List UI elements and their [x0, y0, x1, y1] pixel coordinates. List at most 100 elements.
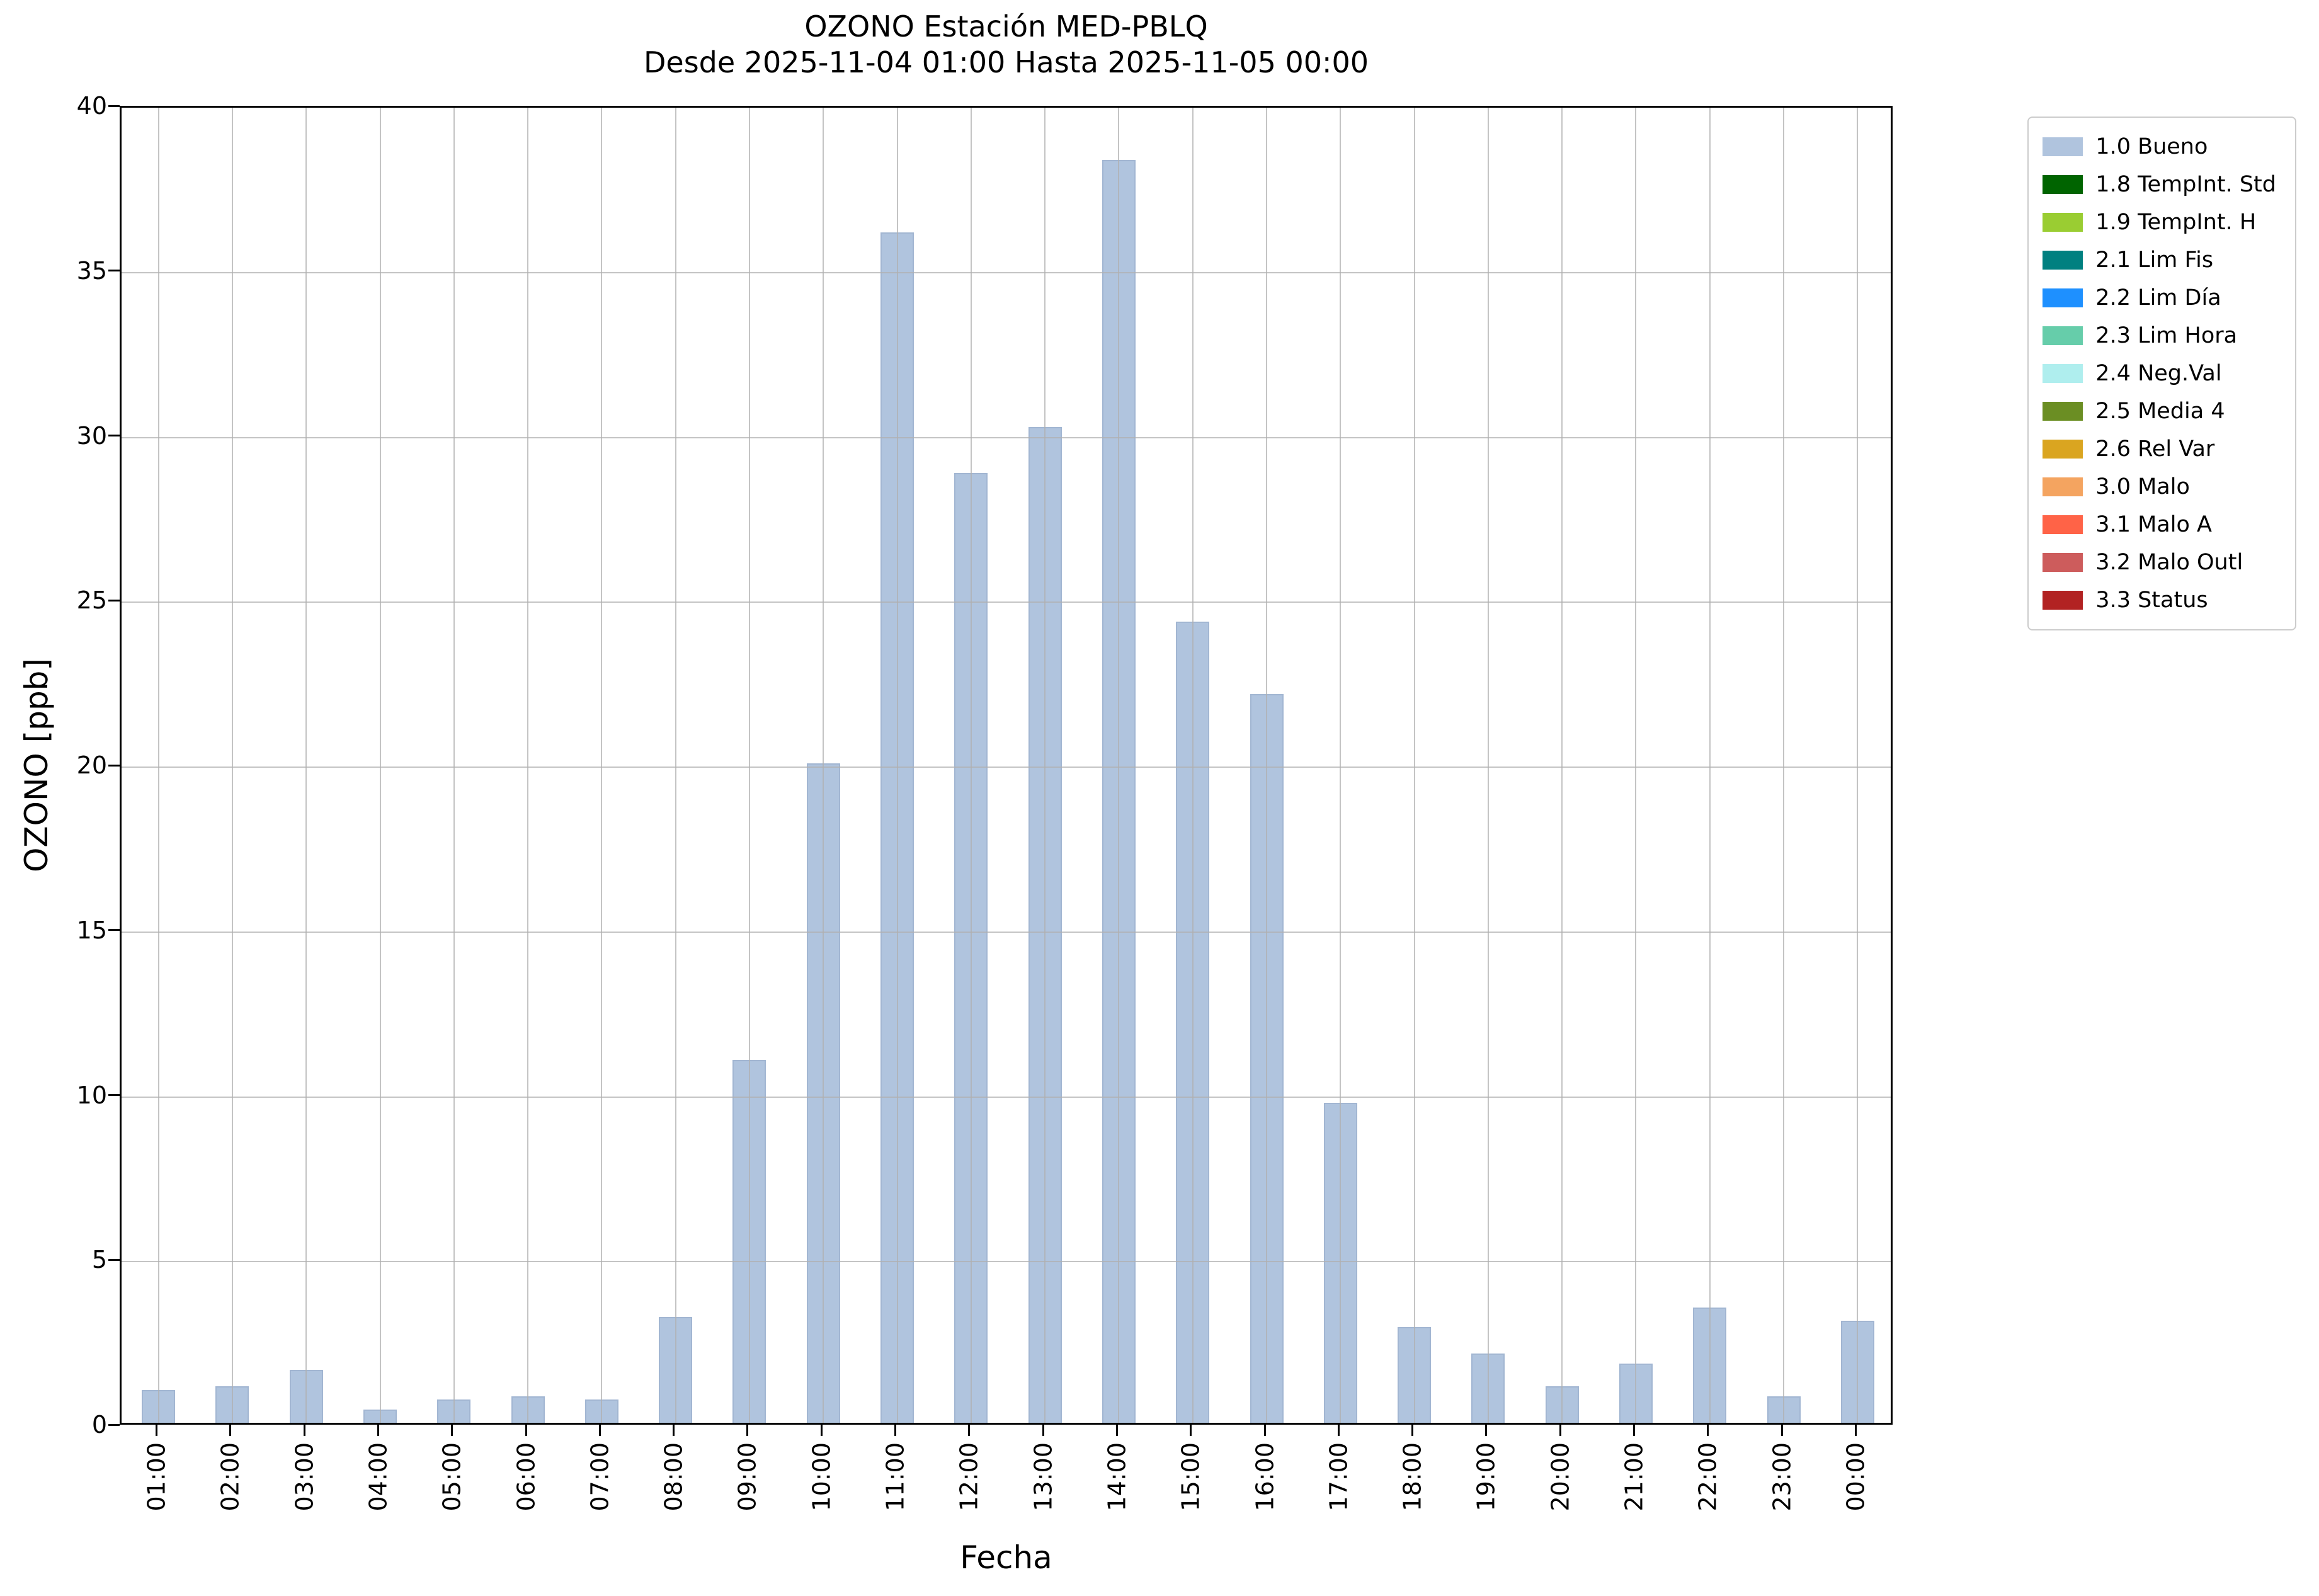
- chart-title: OZONO Estación MED-PBLQ Desde 2025-11-04…: [120, 9, 1893, 81]
- x-tick-mark: [673, 1425, 675, 1436]
- legend-swatch: [2043, 175, 2083, 194]
- x-tick-mark: [229, 1425, 232, 1436]
- y-tick-label: 30: [76, 421, 107, 450]
- x-tick-mark: [1781, 1425, 1783, 1436]
- legend-item-label: 3.3 Status: [2095, 588, 2208, 613]
- x-tick-label: 03:00: [290, 1442, 319, 1512]
- vertical-gridline: [1783, 108, 1785, 1423]
- x-tick-label: 14:00: [1103, 1442, 1131, 1512]
- horizontal-gridline: [122, 271, 1891, 273]
- vertical-gridline: [1709, 108, 1711, 1423]
- vertical-gridline: [675, 108, 676, 1423]
- x-tick-label: 22:00: [1694, 1442, 1722, 1512]
- x-tick-mark: [525, 1425, 527, 1436]
- legend-item: 2.2 Lim Día: [2043, 279, 2276, 317]
- horizontal-gridline: [122, 436, 1891, 438]
- x-tick-mark: [451, 1425, 453, 1436]
- y-tick-mark: [108, 929, 120, 932]
- legend-item-label: 3.0 Malo: [2095, 474, 2190, 499]
- legend-item: 3.1 Malo A: [2043, 506, 2276, 544]
- x-tick-mark: [1854, 1425, 1857, 1436]
- y-axis-label: OZONO [ppb]: [18, 658, 55, 872]
- x-tick-mark: [1411, 1425, 1414, 1436]
- x-tick-mark: [1042, 1425, 1044, 1436]
- vertical-gridline: [379, 108, 381, 1423]
- legend-item-label: 1.8 TempInt. Std: [2095, 172, 2276, 197]
- x-tick-mark: [968, 1425, 971, 1436]
- legend-item-label: 2.2 Lim Día: [2095, 285, 2221, 311]
- legend-item-label: 3.1 Malo A: [2095, 512, 2212, 537]
- y-tick-mark: [108, 599, 120, 601]
- vertical-gridline: [527, 108, 529, 1423]
- legend-item-label: 2.3 Lim Hora: [2095, 323, 2238, 348]
- x-tick-label: 20:00: [1546, 1442, 1575, 1512]
- y-tick-label: 20: [76, 751, 107, 779]
- vertical-gridline: [231, 108, 233, 1423]
- y-tick-label: 35: [76, 256, 107, 285]
- legend-item: 3.2 Malo Outl: [2043, 544, 2276, 581]
- legend-swatch: [2043, 591, 2083, 610]
- x-tick-mark: [1632, 1425, 1635, 1436]
- legend-item-label: 1.0 Bueno: [2095, 134, 2208, 159]
- x-tick-label: 01:00: [142, 1442, 171, 1512]
- chart-title-line1: OZONO Estación MED-PBLQ: [804, 9, 1208, 43]
- y-tick-mark: [108, 105, 120, 107]
- x-axis-label: Fecha: [960, 1539, 1052, 1576]
- x-tick-mark: [1707, 1425, 1709, 1436]
- vertical-gridline: [157, 108, 159, 1423]
- y-tick-label: 5: [91, 1246, 107, 1274]
- x-tick-label: 19:00: [1472, 1442, 1500, 1512]
- vertical-gridline: [1266, 108, 1268, 1423]
- legend-item-label: 2.4 Neg.Val: [2095, 361, 2222, 386]
- y-tick-mark: [108, 1258, 120, 1261]
- vertical-gridline: [1561, 108, 1563, 1423]
- x-tick-label: 09:00: [733, 1442, 761, 1512]
- x-tick-label: 16:00: [1251, 1442, 1279, 1512]
- x-tick-mark: [156, 1425, 158, 1436]
- vertical-gridline: [1857, 108, 1859, 1423]
- y-tick-label: 15: [76, 916, 107, 944]
- y-tick-label: 40: [76, 92, 107, 120]
- x-tick-mark: [746, 1425, 749, 1436]
- legend-swatch: [2043, 251, 2083, 270]
- x-tick-mark: [377, 1425, 380, 1436]
- horizontal-gridline: [122, 931, 1891, 933]
- y-tick-label: 10: [76, 1081, 107, 1109]
- legend-swatch: [2043, 137, 2083, 156]
- vertical-gridline: [601, 108, 603, 1423]
- legend-swatch: [2043, 553, 2083, 572]
- horizontal-gridline: [122, 767, 1891, 768]
- x-tick-label: 10:00: [807, 1442, 836, 1512]
- vertical-gridline: [1044, 108, 1046, 1423]
- x-tick-mark: [303, 1425, 305, 1436]
- vertical-gridline: [1118, 108, 1120, 1423]
- y-tick-mark: [108, 270, 120, 272]
- legend-swatch: [2043, 288, 2083, 307]
- legend-item: 2.5 Media 4: [2043, 392, 2276, 430]
- legend-swatch: [2043, 364, 2083, 383]
- legend-item-label: 1.9 TempInt. H: [2095, 210, 2257, 235]
- x-tick-label: 11:00: [881, 1442, 909, 1512]
- legend-swatch: [2043, 326, 2083, 345]
- horizontal-gridline: [122, 601, 1891, 603]
- y-tick-mark: [108, 764, 120, 767]
- x-tick-label: 17:00: [1325, 1442, 1353, 1512]
- legend-item-label: 2.5 Media 4: [2095, 399, 2225, 424]
- x-tick-label: 02:00: [216, 1442, 244, 1512]
- legend-item: 1.0 Bueno: [2043, 128, 2276, 166]
- legend-item: 3.3 Status: [2043, 581, 2276, 619]
- x-tick-label: 06:00: [512, 1442, 540, 1512]
- vertical-gridline: [1413, 108, 1415, 1423]
- legend-item-label: 2.1 Lim Fis: [2095, 248, 2214, 273]
- legend-swatch: [2043, 477, 2083, 496]
- legend-item-label: 2.6 Rel Var: [2095, 436, 2215, 462]
- legend-item: 2.4 Neg.Val: [2043, 355, 2276, 392]
- vertical-gridline: [1340, 108, 1342, 1423]
- x-tick-label: 07:00: [586, 1442, 614, 1512]
- legend-swatch: [2043, 402, 2083, 421]
- legend-item: 2.1 Lim Fis: [2043, 241, 2276, 279]
- legend-swatch: [2043, 440, 2083, 459]
- y-tick-mark: [108, 1423, 120, 1426]
- x-tick-mark: [894, 1425, 897, 1436]
